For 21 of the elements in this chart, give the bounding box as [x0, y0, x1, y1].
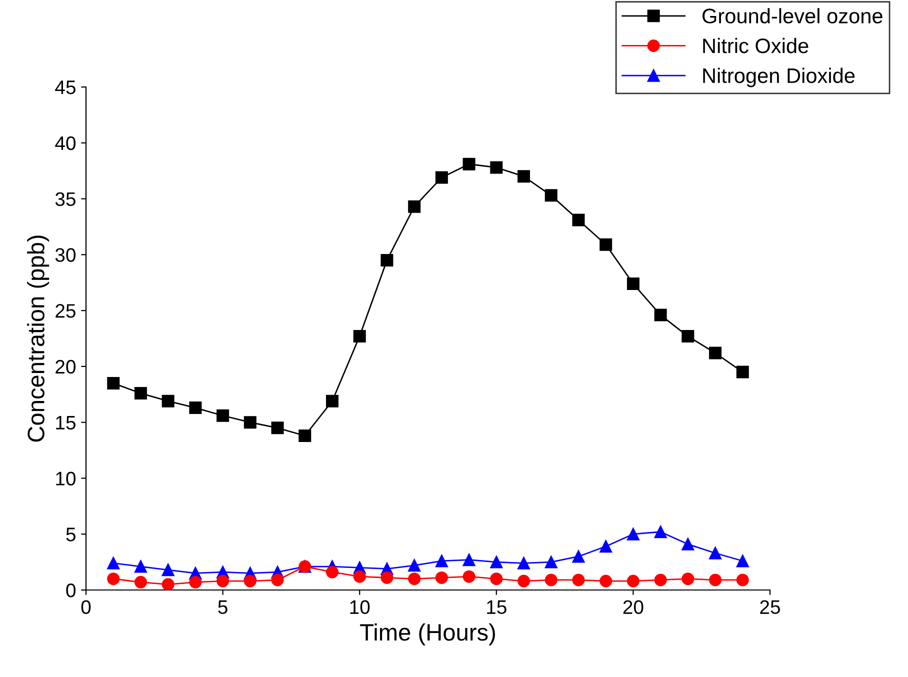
x-tick-label: 10: [350, 600, 370, 614]
x-axis-title: Time (Hours): [360, 623, 495, 646]
x-tick-label: 5: [218, 600, 228, 614]
y-axis-title: Concentration (ppb): [27, 236, 50, 442]
y-tick-label: 20: [56, 360, 76, 374]
legend-label: Nitric Oxide: [703, 38, 808, 54]
x-tick-label: 15: [487, 600, 506, 614]
y-tick-label: 40: [55, 136, 76, 150]
y-tick-label: 45: [55, 80, 76, 94]
y-tick-label: 35: [55, 192, 76, 206]
y-tick-label: 30: [55, 248, 76, 262]
legend-label: Ground-level ozone: [702, 8, 882, 24]
y-tick-label: 25: [56, 304, 76, 318]
y-tick-label: 0: [66, 583, 76, 598]
legend-label: Nitrogen Dioxide: [703, 68, 855, 88]
x-tick-label: 0: [81, 600, 91, 614]
x-tick-label: 20: [623, 600, 644, 614]
y-tick-label: 5: [66, 528, 76, 542]
y-tick-label: 10: [56, 472, 76, 486]
y-tick-label: 15: [56, 416, 76, 430]
x-tick-label: 25: [760, 600, 780, 614]
